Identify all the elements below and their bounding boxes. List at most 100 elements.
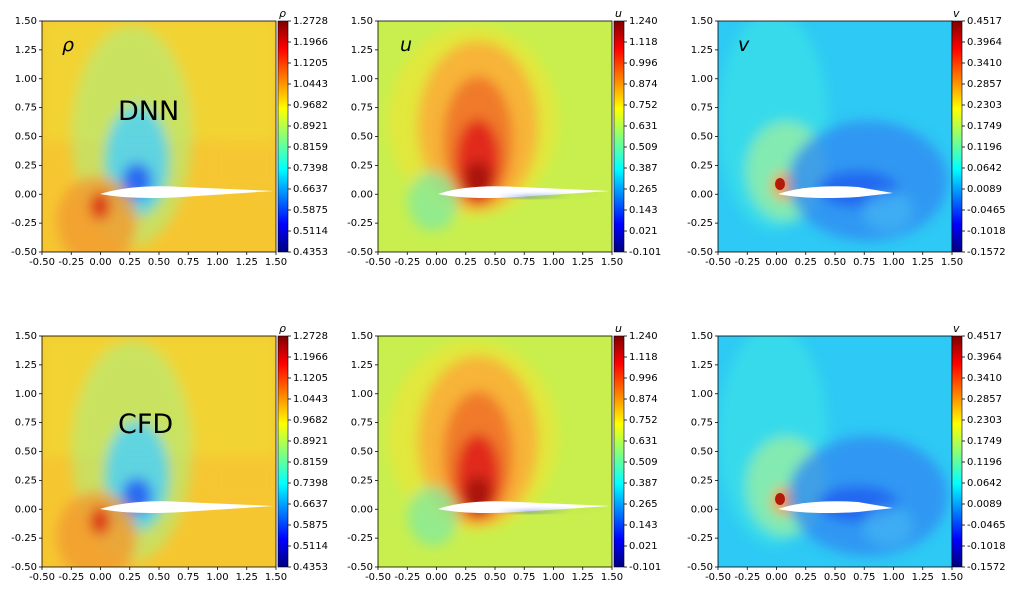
colorbar	[951, 20, 963, 253]
x-tick-label: -0.50	[705, 257, 731, 268]
colorbar-tick-label: 0.265	[629, 184, 658, 195]
x-tick-label: -0.50	[365, 257, 391, 268]
colorbar-tick-label: 1.240	[629, 331, 658, 342]
x-tick-label: 0.25	[455, 257, 477, 268]
x-tick-label: 0.75	[853, 572, 875, 583]
colorbar-tick-label: 0.631	[629, 121, 658, 132]
x-tick-label: -0.25	[394, 257, 420, 268]
y-tick-label: 0.75	[351, 418, 373, 429]
y-tick-label: 0.00	[15, 504, 37, 515]
colorbar-tick-label: -0.0465	[967, 205, 1006, 216]
colorbar-tick-label: 1.2728	[293, 331, 328, 342]
x-tick-label: 0.75	[513, 572, 535, 583]
colorbar-title: u	[615, 322, 622, 335]
colorbar-tick-label: -0.1018	[967, 226, 1006, 237]
variable-label: v	[738, 34, 750, 56]
y-tick-label: 0.00	[351, 504, 373, 515]
colorbar	[613, 335, 625, 568]
colorbar-tick-label: 0.2857	[967, 79, 1002, 90]
colorbar	[951, 335, 963, 568]
x-tick-label: -0.25	[734, 257, 760, 268]
y-tick-label: 1.50	[691, 331, 713, 342]
x-tick-label: 0.50	[824, 572, 846, 583]
x-tick-label: 1.50	[941, 572, 963, 583]
colorbar-tick-label: 0.5875	[293, 520, 328, 531]
y-tick-label: 0.50	[351, 132, 373, 143]
panel-dnn-u: u	[377, 20, 613, 253]
variable-label: ρ	[62, 34, 74, 56]
y-tick-label: 0.75	[15, 418, 37, 429]
colorbar-tick-label: 0.5875	[293, 205, 328, 216]
colorbar-tick-label: 0.2303	[967, 100, 1002, 111]
colorbar-tick-label: 0.3964	[967, 352, 1002, 363]
x-tick-label: -0.25	[58, 572, 84, 583]
colorbar-tick-label: 1.2728	[293, 16, 328, 27]
x-tick-label: -0.25	[734, 572, 760, 583]
colorbar-tick-label: 0.021	[629, 226, 658, 237]
x-tick-label: 0.00	[765, 257, 787, 268]
x-tick-label: 0.00	[425, 572, 447, 583]
y-tick-label: 0.25	[15, 160, 37, 171]
y-tick-label: 0.00	[691, 189, 713, 200]
colorbar-tick-label: 0.143	[629, 520, 658, 531]
colorbar-tick-label: 0.6637	[293, 499, 328, 510]
y-tick-label: 0.75	[691, 418, 713, 429]
x-tick-label: 1.50	[941, 257, 963, 268]
colorbar-tick-label: 0.6637	[293, 184, 328, 195]
y-tick-label: 0.75	[691, 103, 713, 114]
x-tick-label: 0.00	[89, 257, 111, 268]
x-tick-label: 0.75	[513, 257, 535, 268]
colorbar-tick-label: 1.1205	[293, 58, 328, 69]
y-tick-label: 0.50	[691, 447, 713, 458]
colorbar-tick-label: 0.1196	[967, 142, 1002, 153]
y-tick-label: 0.00	[691, 504, 713, 515]
colorbar-tick-label: 0.8159	[293, 142, 328, 153]
model-label: DNN	[118, 96, 179, 127]
x-tick-label: 1.00	[882, 257, 904, 268]
colorbar-tick-label: 0.387	[629, 478, 658, 489]
y-tick-label: 1.00	[351, 389, 373, 400]
colorbar-tick-label: 0.143	[629, 205, 658, 216]
colorbar-tick-label: 0.1749	[967, 121, 1002, 132]
panel-cfd-u	[377, 335, 613, 568]
x-tick-label: 1.25	[572, 257, 594, 268]
colorbar-tick-label: 0.996	[629, 58, 658, 69]
x-tick-label: 0.50	[484, 257, 506, 268]
colorbar-tick-label: 0.0089	[967, 184, 1002, 195]
colorbar-tick-label: 0.1749	[967, 436, 1002, 447]
x-tick-label: 1.25	[912, 572, 934, 583]
colorbar-tick-label: -0.1572	[967, 562, 1006, 573]
x-tick-label: 0.25	[119, 257, 141, 268]
colorbar-tick-label: 0.3964	[967, 37, 1002, 48]
colorbar-tick-label: 1.1966	[293, 352, 328, 363]
colorbar-tick-label: 0.9682	[293, 415, 328, 426]
x-tick-label: 1.25	[236, 257, 258, 268]
colorbar-tick-label: 0.8921	[293, 121, 328, 132]
colorbar-tick-label: 0.996	[629, 373, 658, 384]
colorbar-tick-label: 0.265	[629, 499, 658, 510]
colorbar-tick-label: -0.101	[629, 562, 661, 573]
y-tick-label: -0.25	[347, 533, 373, 544]
y-tick-label: -0.50	[11, 247, 37, 258]
y-tick-label: 1.50	[15, 16, 37, 27]
x-tick-label: 1.25	[912, 257, 934, 268]
colorbar-title: u	[615, 7, 622, 20]
colorbar-tick-label: 0.874	[629, 79, 658, 90]
x-tick-label: 1.00	[542, 257, 564, 268]
colorbar-tick-label: 0.4517	[967, 16, 1002, 27]
colorbar-tick-label: 0.752	[629, 100, 658, 111]
colorbar-tick-label: 0.631	[629, 436, 658, 447]
y-tick-label: 0.25	[15, 475, 37, 486]
x-tick-label: 1.25	[236, 572, 258, 583]
colorbar-tick-label: 0.0642	[967, 163, 1002, 174]
colorbar-title: ρ	[279, 7, 286, 20]
y-tick-label: -0.25	[11, 218, 37, 229]
x-tick-label: 1.00	[206, 257, 228, 268]
colorbar-tick-label: 0.1196	[967, 457, 1002, 468]
colorbar-layer: ρ 1.2728 1.1966 1.1205 1.0443 0.9682 0.8921 0.8…	[277, 7, 1006, 573]
x-tick-label: 0.50	[484, 572, 506, 583]
colorbar-tick-label: 0.874	[629, 394, 658, 405]
colorbar-tick-label: 0.2857	[967, 394, 1002, 405]
x-tick-label: 0.00	[765, 572, 787, 583]
colorbar-tick-label: 0.5114	[293, 541, 328, 552]
